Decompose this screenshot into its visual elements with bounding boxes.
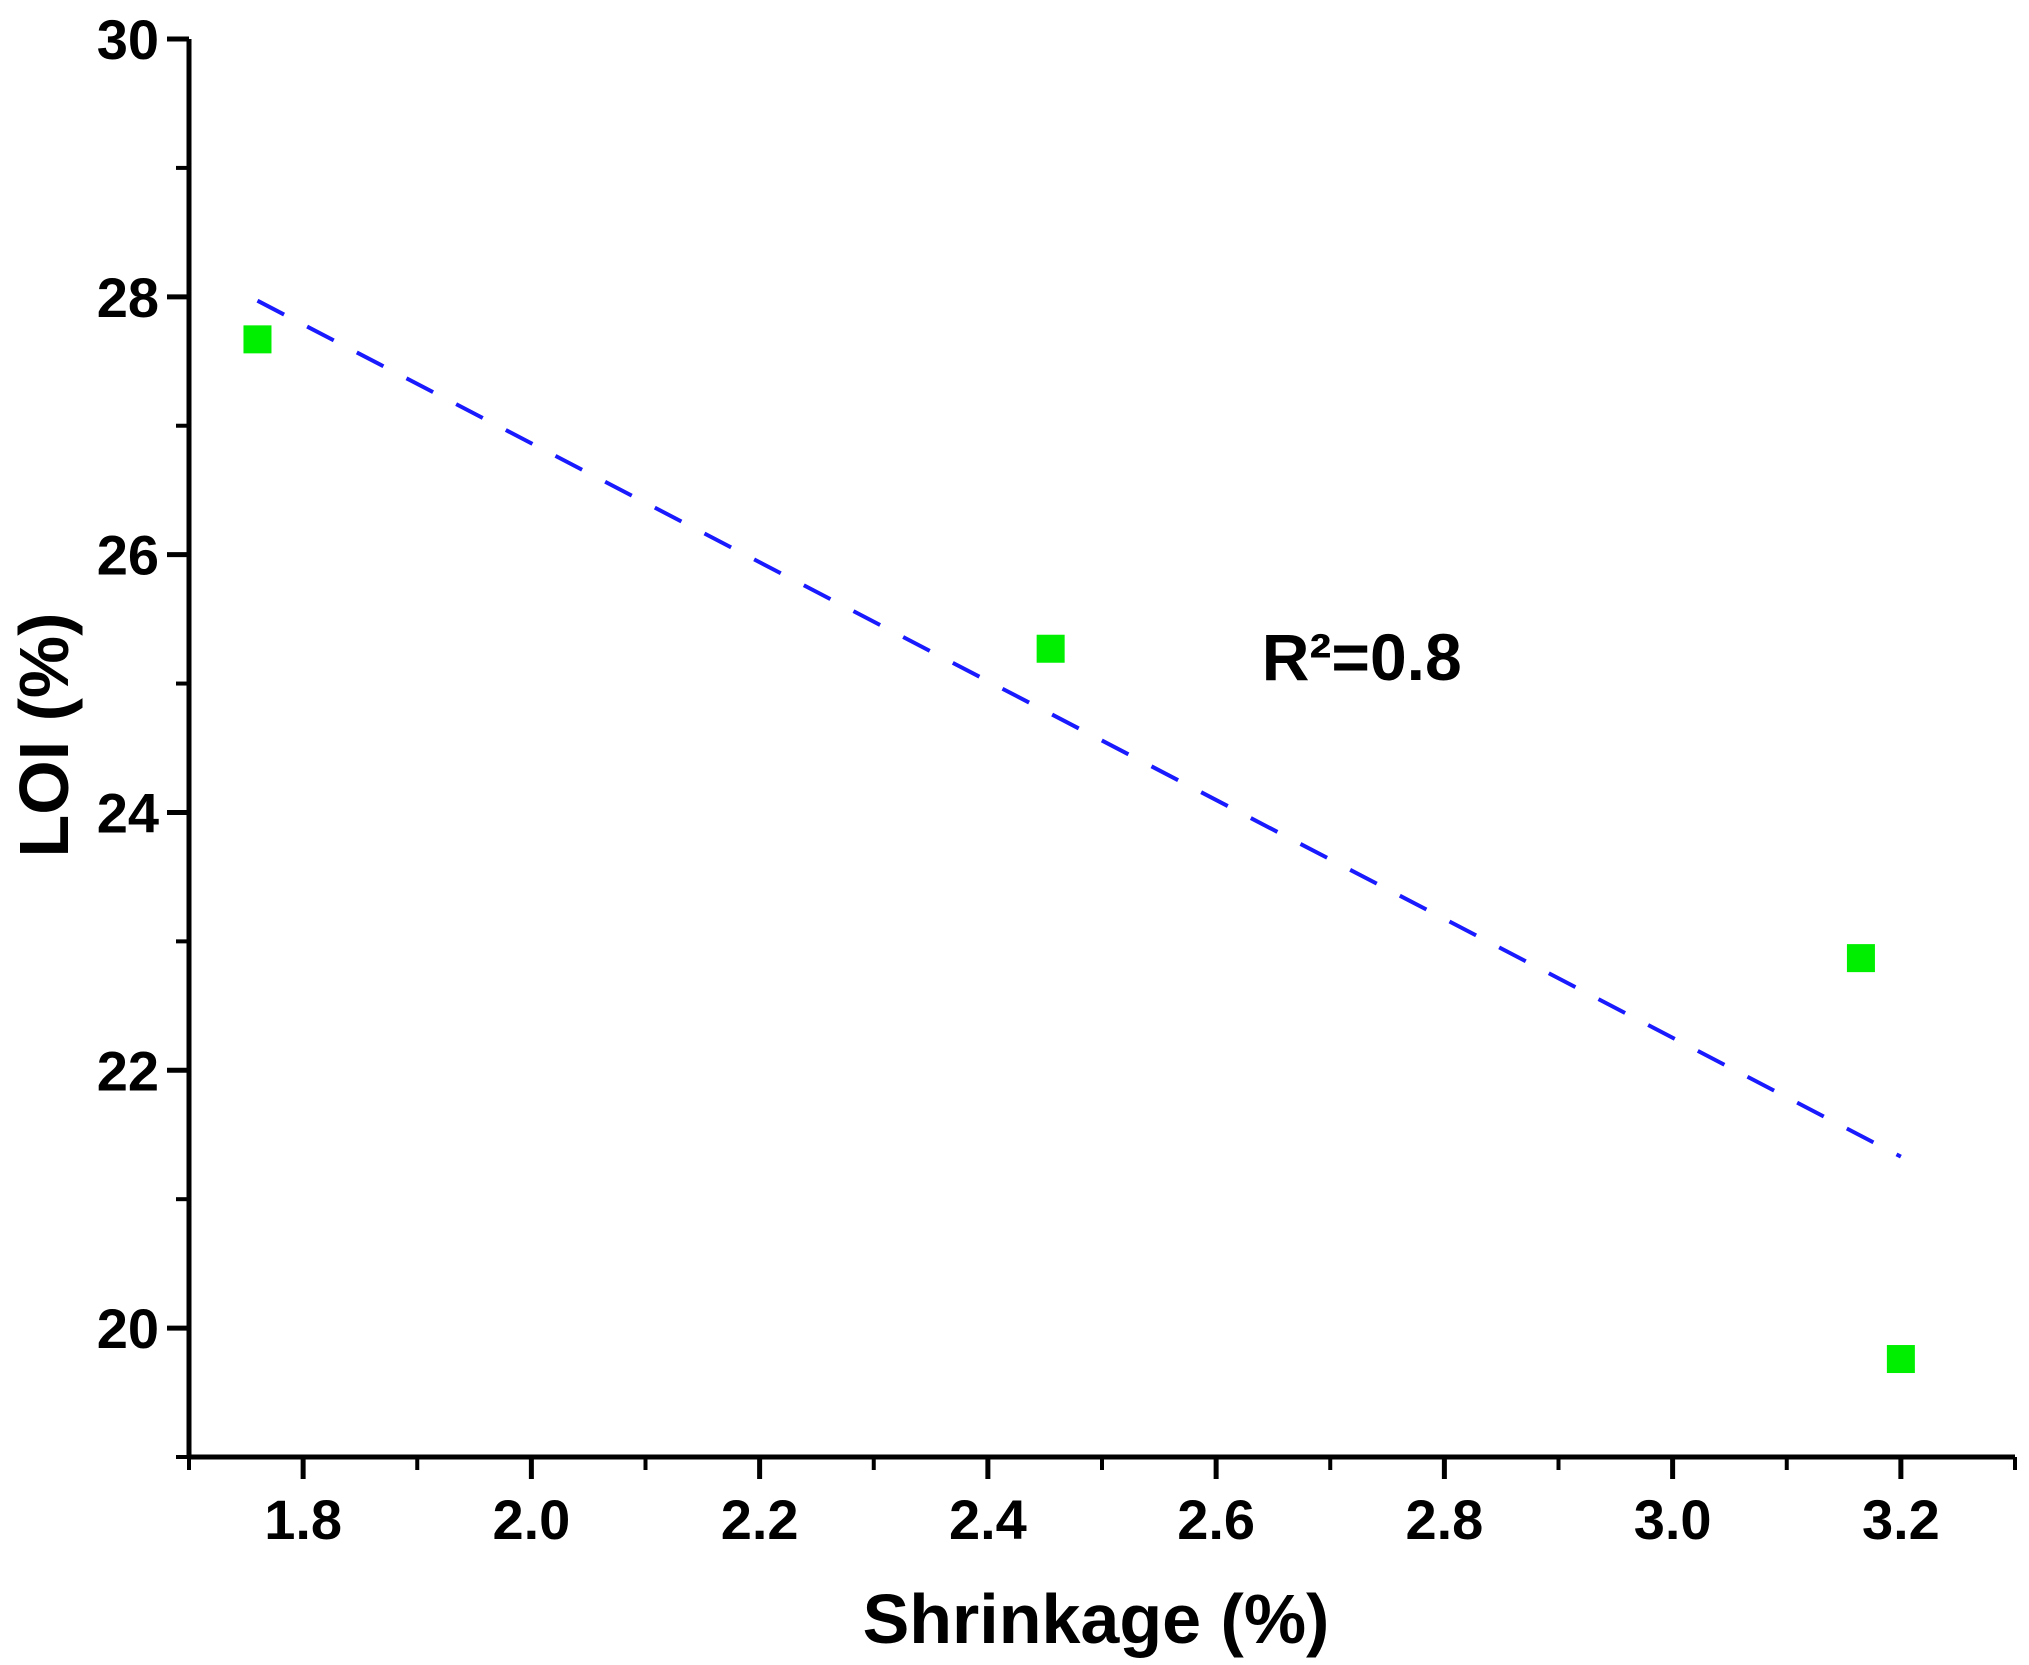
x-tick-label: 3.0: [1634, 1488, 1712, 1551]
axes: [186, 39, 2015, 1460]
x-tick-label: 2.0: [492, 1488, 570, 1551]
data-point: [1036, 634, 1065, 663]
data-point: [243, 325, 272, 354]
labels: 1.8 2.0 2.2 2.4 2.6 2.8 3.0 3.2 20 22 24 26 28 30 R²=0…: [5, 8, 1940, 1658]
ticks: [167, 36, 2017, 1479]
x-tick-label: 2.6: [1177, 1488, 1255, 1551]
data-points: [243, 325, 1915, 1374]
x-axis-title: Shrinkage (%): [863, 1580, 1330, 1658]
data-point: [1886, 1345, 1915, 1374]
x-tick-label: 2.4: [949, 1488, 1027, 1551]
fit-line-group: [256, 298, 1902, 1159]
fit-line: [256, 298, 1902, 1159]
y-tick-label: 20: [97, 1297, 159, 1360]
r-squared-annotation: R²=0.8: [1262, 620, 1462, 694]
y-tick-label: 28: [97, 266, 159, 329]
x-tick-label: 2.8: [1405, 1488, 1483, 1551]
y-axis-title: LOI (%): [5, 613, 83, 858]
x-tick-label: 3.2: [1862, 1488, 1940, 1551]
y-tick-label: 22: [97, 1039, 159, 1102]
y-tick-label: 26: [97, 524, 159, 587]
data-point: [1846, 944, 1875, 973]
y-tick-label: 30: [97, 8, 159, 71]
x-tick-label: 2.2: [721, 1488, 799, 1551]
x-tick-label: 1.8: [264, 1488, 342, 1551]
y-tick-label: 24: [97, 781, 159, 844]
